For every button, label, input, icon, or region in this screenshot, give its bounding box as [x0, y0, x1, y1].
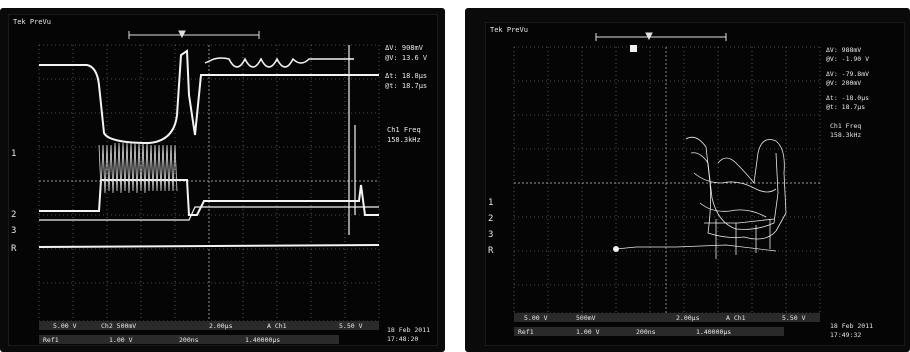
ref-scale-left: 1.00 V: [109, 336, 133, 344]
ref-scale-right: 1.00 V: [576, 328, 600, 336]
waveform-display-left: [38, 30, 380, 322]
scope-screen-left: Tek PreVu 1 2 3 R ΔV: 908mV @V: 13.6 V Δ…: [8, 14, 438, 346]
cursor-square-right: [630, 45, 637, 52]
ch1-scale-left: 5.00 V: [53, 322, 77, 330]
trigger-source-left: A Ch1: [267, 322, 287, 330]
ref-marker-right: R: [488, 246, 494, 256]
ch2-marker-left: 2: [11, 210, 17, 220]
record-length-left: 1.40000µs: [245, 336, 281, 344]
trigger-position-bar-left: [128, 30, 260, 39]
ch3-marker-left: 3: [11, 226, 17, 236]
graticule-center-left: [39, 45, 379, 321]
ch1-marker-left: 1: [11, 149, 17, 159]
date-right: 18 Feb 2011: [830, 322, 874, 330]
ref-label-right: Ref1: [518, 328, 534, 336]
ch2-scale-left: Ch2 500mV: [101, 322, 137, 330]
xy-trace-right: [615, 136, 787, 259]
ref-marker-left: R: [11, 244, 17, 254]
graticule-center-right: [514, 47, 820, 313]
ref-time-left: 200ns: [179, 336, 199, 344]
date-left: 18 Feb 2011: [387, 326, 431, 334]
oscilloscope-photo-left: Tek PreVu 1 2 3 R ΔV: 908mV @V: 13.6 V Δ…: [0, 8, 445, 352]
ch2-marker-right: 2: [488, 214, 494, 224]
scope-screen-right: Tek PreVu 1 2 3 R ΔV: 988mV @V: -1.90 V …: [485, 22, 905, 346]
ref-bar-right: [514, 327, 784, 336]
ref-bar-left: [39, 335, 339, 344]
trigger-level-left: 5.50 V: [339, 322, 363, 330]
brand-label-right: Tek PreVu: [490, 26, 528, 34]
trigger-position-bar-right: [595, 32, 727, 41]
time-right: 17:49:32: [830, 331, 862, 339]
trigger-level-right: 5.50 V: [782, 314, 806, 322]
ch1-marker-right: 1: [488, 198, 494, 208]
xy-display-right: [513, 32, 821, 314]
time-left: 17:48:20: [387, 335, 419, 343]
brand-label-left: Tek PreVu: [13, 18, 51, 26]
status-bar-right: [514, 313, 820, 322]
status-bar-left: [39, 321, 379, 330]
timebase-left: 2.00µs: [209, 322, 233, 330]
ch2-scale-right: 500mV: [576, 314, 596, 322]
record-length-right: 1.40000µs: [696, 328, 732, 336]
graticule-right: [513, 46, 821, 314]
ref-label-left: Ref1: [43, 336, 59, 344]
ch1-scale-right: 5.00 V: [524, 314, 548, 322]
xy-origin-dot-right: [613, 246, 619, 252]
ref-time-right: 200ns: [636, 328, 656, 336]
waveforms-left: [38, 45, 380, 248]
ch3-marker-right: 3: [488, 230, 494, 240]
oscilloscope-photo-right: Tek PreVu 1 2 3 R ΔV: 988mV @V: -1.90 V …: [465, 8, 910, 352]
timebase-right: 2.00µs: [676, 314, 700, 322]
trigger-source-right: A Ch1: [726, 314, 746, 322]
